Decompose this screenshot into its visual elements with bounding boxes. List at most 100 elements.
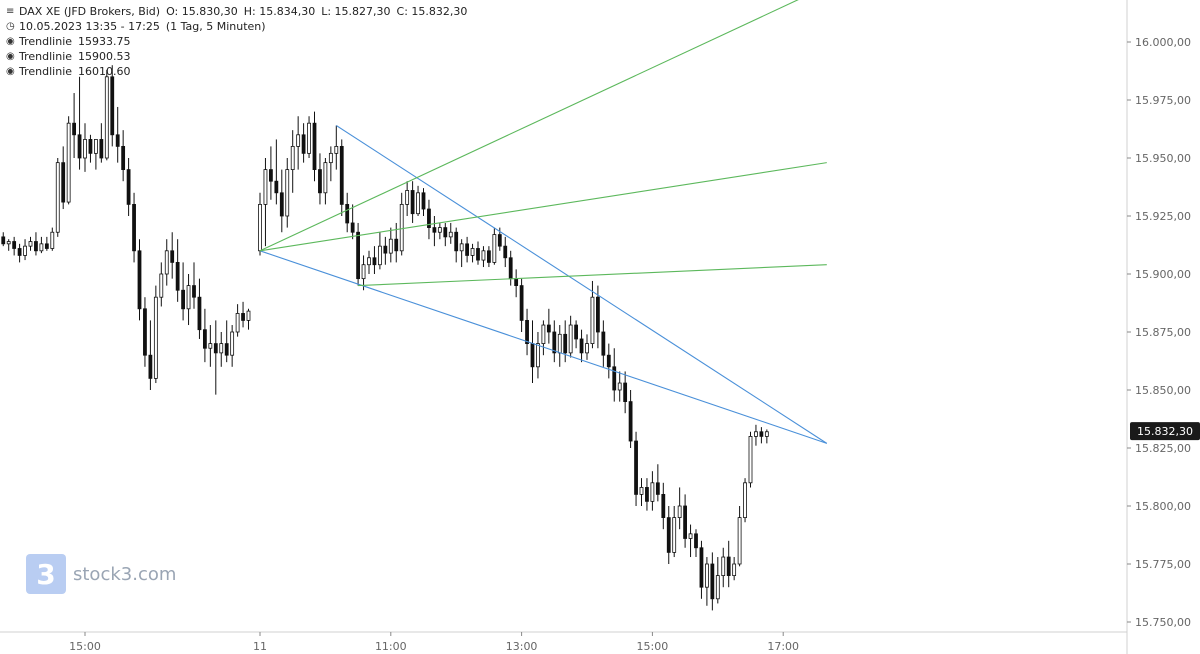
- candle: [514, 269, 519, 298]
- target-icon[interactable]: ◉: [6, 36, 15, 47]
- candle-body-down: [497, 234, 502, 247]
- candle-body-up: [688, 533, 693, 539]
- candle-body-up: [153, 296, 158, 379]
- trendline[interactable]: [358, 264, 827, 287]
- candle-body-up: [6, 241, 11, 245]
- candle-body-down: [339, 145, 344, 205]
- candle-body-up: [285, 169, 290, 217]
- candle: [541, 320, 546, 356]
- candle: [345, 192, 350, 233]
- candle-body-up: [23, 245, 27, 256]
- candle: [312, 111, 317, 182]
- candle-body-up: [732, 563, 737, 576]
- candle-body-up: [459, 243, 464, 252]
- candle-body-down: [12, 241, 17, 249]
- candle-body-down: [143, 308, 147, 356]
- candle-body-down: [88, 139, 93, 154]
- candle-body-up: [399, 203, 404, 252]
- candle-body-down: [476, 248, 480, 261]
- candle: [536, 332, 540, 379]
- candle-body-down: [519, 285, 524, 321]
- candle: [301, 123, 306, 163]
- price-tick-label: 15.750,00: [1135, 616, 1191, 629]
- trendline[interactable]: [259, 0, 827, 252]
- candle: [99, 123, 104, 163]
- candle: [6, 239, 11, 251]
- legend-trendline-row[interactable]: ◉ Trendlinie 15933.75: [6, 34, 467, 49]
- time-tick-label: 17:00: [767, 640, 799, 653]
- legend-trendline-row[interactable]: ◉ Trendlinie 15900.53: [6, 49, 467, 64]
- candle-body-down: [170, 250, 175, 263]
- candle-body-up: [219, 343, 224, 354]
- legend-interval[interactable]: (1 Tag, 5 Minuten): [165, 20, 266, 33]
- legend-close: C: 15.832,30: [396, 5, 468, 18]
- candle: [164, 239, 169, 286]
- candle-body-down: [345, 203, 350, 224]
- candle-body-down: [628, 401, 633, 442]
- candle-body-down: [181, 289, 186, 310]
- candle-body-down: [132, 203, 136, 252]
- price-axis[interactable]: 16.000,00 15.975,00 15.950,00 15.925,00 15.9…: [1126, 0, 1191, 654]
- candle-body-up: [328, 152, 333, 164]
- legend-symbol[interactable]: DAX XE (JFD Brokers, Bid): [19, 5, 161, 18]
- candle-body-down: [410, 190, 415, 215]
- candle: [290, 130, 295, 193]
- trendline-label: Trendlinie: [19, 50, 73, 63]
- candle-body-up: [585, 343, 589, 354]
- candle-body-down: [121, 145, 126, 170]
- candle-body-up: [764, 431, 769, 437]
- candle-body-up: [388, 238, 393, 254]
- candle: [88, 134, 93, 163]
- target-icon[interactable]: ◉: [6, 51, 15, 62]
- candle: [732, 557, 737, 581]
- candle: [574, 320, 578, 349]
- candle: [224, 320, 229, 363]
- candle-body-down: [312, 122, 317, 170]
- candle: [666, 506, 671, 564]
- trendline-value: 15933.75: [78, 35, 131, 48]
- candle-body-down: [115, 134, 120, 147]
- candle-body-down: [530, 343, 535, 368]
- trendline[interactable]: [259, 162, 827, 252]
- trendline-layer[interactable]: [259, 0, 828, 444]
- candle-body-up: [754, 431, 758, 437]
- time-axis[interactable]: 15:00 11 11:00 13:00 15:00 17:00: [0, 631, 1127, 653]
- candle-body-up: [590, 296, 595, 345]
- candle-body-down: [213, 343, 218, 354]
- candle-body-down: [699, 547, 704, 588]
- candle: [634, 431, 638, 506]
- trendline[interactable]: [336, 125, 828, 444]
- candle-body-down: [126, 169, 131, 205]
- candle: [323, 158, 328, 205]
- target-icon[interactable]: ◉: [6, 66, 15, 77]
- candle: [655, 464, 660, 502]
- candle: [405, 181, 410, 216]
- candle: [235, 304, 240, 337]
- candle-body-up: [263, 169, 268, 205]
- candle: [688, 524, 693, 558]
- candle-body-down: [666, 517, 671, 553]
- candle: [23, 239, 27, 261]
- price-tick-label: 15.775,00: [1135, 558, 1191, 571]
- candle-body-down: [601, 331, 606, 356]
- price-tick-label: 16.000,00: [1135, 36, 1191, 49]
- candle-body-up: [377, 245, 382, 266]
- candle: [279, 169, 284, 233]
- candle-body-down: [148, 354, 153, 379]
- price-tick-label: 15.800,00: [1135, 500, 1191, 513]
- candle-body-down: [579, 338, 584, 354]
- candle: [44, 236, 49, 251]
- candle-body-up: [748, 435, 753, 484]
- candle-body-up: [83, 139, 87, 159]
- trendline[interactable]: [259, 250, 827, 444]
- candle: [672, 506, 677, 558]
- candle-body-down: [137, 250, 142, 310]
- candle-body-down: [197, 296, 202, 331]
- legend-trendline-row[interactable]: ◉ Trendlinie 16010.60: [6, 64, 467, 79]
- candle: [721, 547, 726, 588]
- candle-body-down: [612, 366, 617, 391]
- candle-body-up: [448, 231, 453, 238]
- candle: [268, 146, 273, 200]
- candle-body-down: [77, 134, 82, 159]
